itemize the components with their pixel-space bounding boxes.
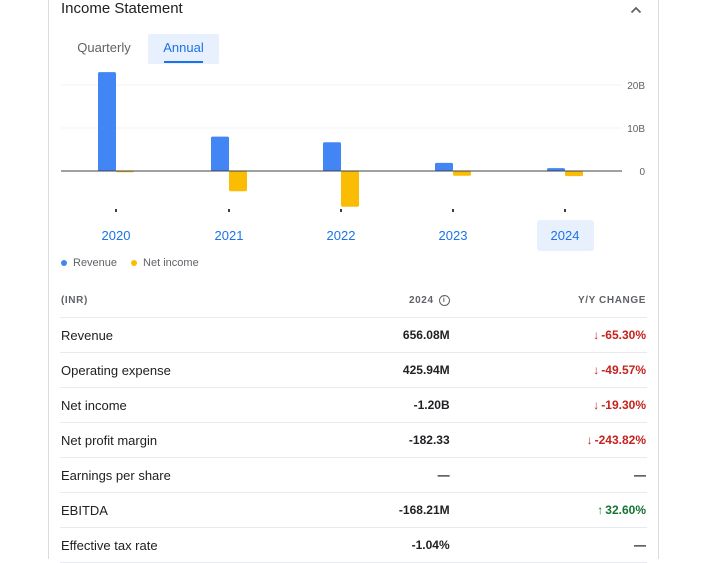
revenue-bar-2022	[323, 142, 341, 171]
x-tick-mark	[115, 209, 117, 212]
row-label: Earnings per share	[60, 457, 300, 493]
info-icon[interactable]: i	[438, 294, 450, 306]
row-change: ↓ -49.57%	[449, 352, 647, 388]
row-change: —	[449, 457, 647, 493]
x-tick-mark	[564, 209, 566, 212]
row-value: -1.04%	[299, 527, 450, 563]
revenue-bar-2020	[98, 72, 116, 171]
income-chart: 20B 10B 0 2020 2021 2022 2023 2024	[61, 72, 645, 251]
row-value: 656.08M	[299, 317, 450, 353]
row-label: Net income	[60, 387, 300, 423]
y-tick-label: 20B	[627, 81, 645, 92]
row-change: ↓ -243.82%	[449, 422, 647, 458]
net-income-bar-2024	[565, 171, 583, 177]
table-row: EBITDA -168.21M ↑ 32.60%	[60, 492, 647, 528]
revenue-bar-2023	[435, 162, 453, 171]
chevron-up-icon[interactable]	[628, 2, 644, 18]
table-header-row: (INR) 2024 i Y/Y CHANGE	[60, 284, 647, 318]
legend-dot-revenue	[61, 260, 67, 266]
row-label: Revenue	[60, 317, 300, 353]
revenue-bar-2021	[211, 136, 229, 171]
y-tick-label: 10B	[627, 124, 645, 135]
header-year: 2024 i	[299, 284, 450, 318]
y-tick-label: 0	[639, 167, 645, 178]
selected-year-highlight	[537, 220, 594, 251]
arrow-down-icon: ↓	[593, 328, 600, 342]
row-change: —	[449, 527, 647, 563]
row-label: Operating expense	[60, 352, 300, 388]
arrow-down-icon: ↓	[593, 398, 600, 412]
table-row: Earnings per share — —	[60, 457, 647, 493]
financials-table: (INR) 2024 i Y/Y CHANGE Revenue 656.08M ↓ -6…	[60, 284, 647, 563]
header-year-label: 2024	[408, 295, 434, 307]
x-tick-label-2020: 2020	[102, 228, 131, 243]
revenue-bar-2024	[547, 168, 565, 171]
legend-item-revenue: Revenue	[61, 257, 117, 269]
x-tick-label-2022: 2022	[327, 228, 356, 243]
tab-annual[interactable]: Annual	[148, 34, 219, 64]
table-row: Operating expense 425.94M ↓ -49.57%	[60, 352, 647, 388]
tab-annual-label: Annual	[163, 40, 204, 55]
row-value: -1.20B	[299, 387, 450, 423]
arrow-down-icon: ↓	[593, 363, 600, 377]
legend-label-revenue: Revenue	[73, 257, 118, 269]
x-tick-label-2024: 2024	[551, 228, 580, 243]
arrow-down-icon: ↓	[586, 433, 593, 447]
net-income-bar-2023	[453, 171, 471, 176]
x-tick-mark	[340, 209, 342, 212]
income-statement-card: Income Statement Quarterly Annual 20B 10B…	[48, 0, 659, 563]
row-change: ↓ -19.30%	[449, 387, 647, 423]
net-income-bar-2021	[229, 171, 247, 192]
row-label: Net profit margin	[60, 422, 300, 458]
row-label: EBITDA	[60, 492, 300, 528]
chart-legend: Revenue Net income	[61, 257, 213, 269]
row-change: ↓ -65.30%	[449, 317, 647, 353]
x-tick-mark	[228, 209, 230, 212]
net-income-bar-2022	[341, 171, 359, 207]
table-row: Revenue 656.08M ↓ -65.30%	[60, 317, 647, 353]
x-tick-mark	[452, 209, 454, 212]
header-unit: (INR)	[60, 284, 300, 318]
row-value: -168.21M	[299, 492, 450, 528]
row-value: —	[299, 457, 450, 493]
card-title: Income Statement	[61, 0, 183, 17]
legend-item-net-income: Net income	[131, 257, 199, 269]
tab-quarterly[interactable]: Quarterly	[77, 40, 131, 55]
table-row: Effective tax rate -1.04% —	[60, 527, 647, 563]
x-tick-label-2023: 2023	[439, 228, 468, 243]
header-change: Y/Y CHANGE	[449, 284, 647, 318]
row-label: Effective tax rate	[60, 527, 300, 563]
row-value: -182.33	[299, 422, 450, 458]
row-change: ↑ 32.60%	[449, 492, 647, 528]
row-value: 425.94M	[299, 352, 450, 388]
arrow-up-icon: ↑	[597, 503, 604, 517]
tab-underline	[164, 61, 203, 63]
x-tick-label-2021: 2021	[215, 228, 244, 243]
legend-dot-net-income	[131, 260, 138, 266]
legend-label-net-income: Net income	[143, 257, 199, 269]
table-row: Net income -1.20B ↓ -19.30%	[60, 387, 647, 423]
table-row: Net profit margin -182.33 ↓ -243.82%	[60, 422, 647, 458]
